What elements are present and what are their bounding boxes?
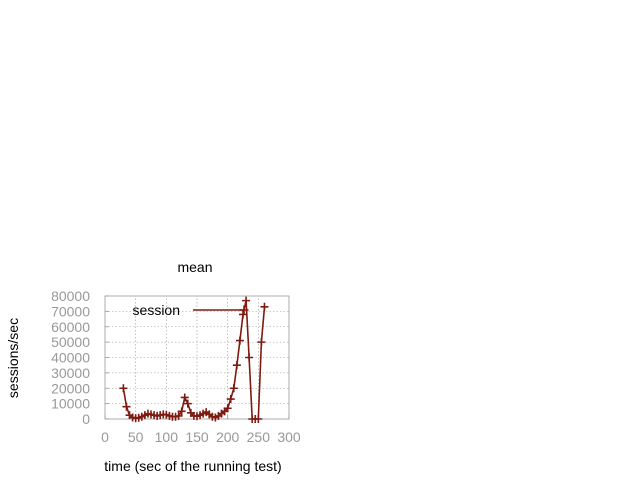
data-point — [254, 415, 263, 423]
data-point — [257, 338, 266, 347]
legend-label-session: session — [133, 302, 180, 318]
x-ticks: 0 50 100 150 200 250 300 — [101, 415, 301, 445]
data-point — [229, 384, 238, 393]
y-axis-label: sessions/sec — [5, 318, 21, 398]
x-tick-label: 150 — [185, 429, 209, 445]
legend-marker-session — [239, 305, 249, 315]
y-tick-label: 0 — [82, 411, 90, 427]
data-point — [235, 336, 244, 345]
data-point — [239, 310, 247, 319]
y-tick-label: 10000 — [51, 396, 90, 412]
data-point — [183, 399, 192, 408]
x-tick-label: 100 — [155, 429, 179, 445]
data-point — [223, 404, 232, 413]
data-point — [122, 402, 131, 411]
series-session — [119, 296, 269, 423]
data-point — [245, 353, 254, 362]
legend: session — [133, 302, 249, 318]
chart-title: mean — [177, 259, 212, 275]
data-point — [226, 395, 235, 404]
y-tick-label: 70000 — [51, 303, 90, 319]
data-point — [232, 361, 241, 370]
data-point — [260, 302, 269, 311]
x-tick-label: 300 — [277, 429, 301, 445]
y-tick-label: 80000 — [51, 288, 90, 304]
y-tick-label: 60000 — [51, 319, 90, 335]
data-point — [174, 411, 183, 420]
data-point — [119, 384, 128, 393]
grid — [105, 296, 289, 419]
x-tick-label: 0 — [101, 429, 109, 445]
y-tick-label: 30000 — [51, 365, 90, 381]
data-point — [177, 407, 186, 416]
y-tick-label: 50000 — [51, 334, 90, 350]
y-tick-label: 40000 — [51, 350, 90, 366]
x-axis-label: time (sec of the running test) — [104, 458, 281, 474]
x-tick-label: 200 — [216, 429, 240, 445]
y-ticks: 0100002000030000400005000060000700008000… — [51, 288, 109, 427]
data-point — [180, 393, 189, 402]
x-tick-label: 250 — [247, 429, 271, 445]
y-tick-label: 20000 — [51, 380, 90, 396]
x-tick-label: 50 — [128, 429, 144, 445]
data-point — [242, 296, 251, 305]
